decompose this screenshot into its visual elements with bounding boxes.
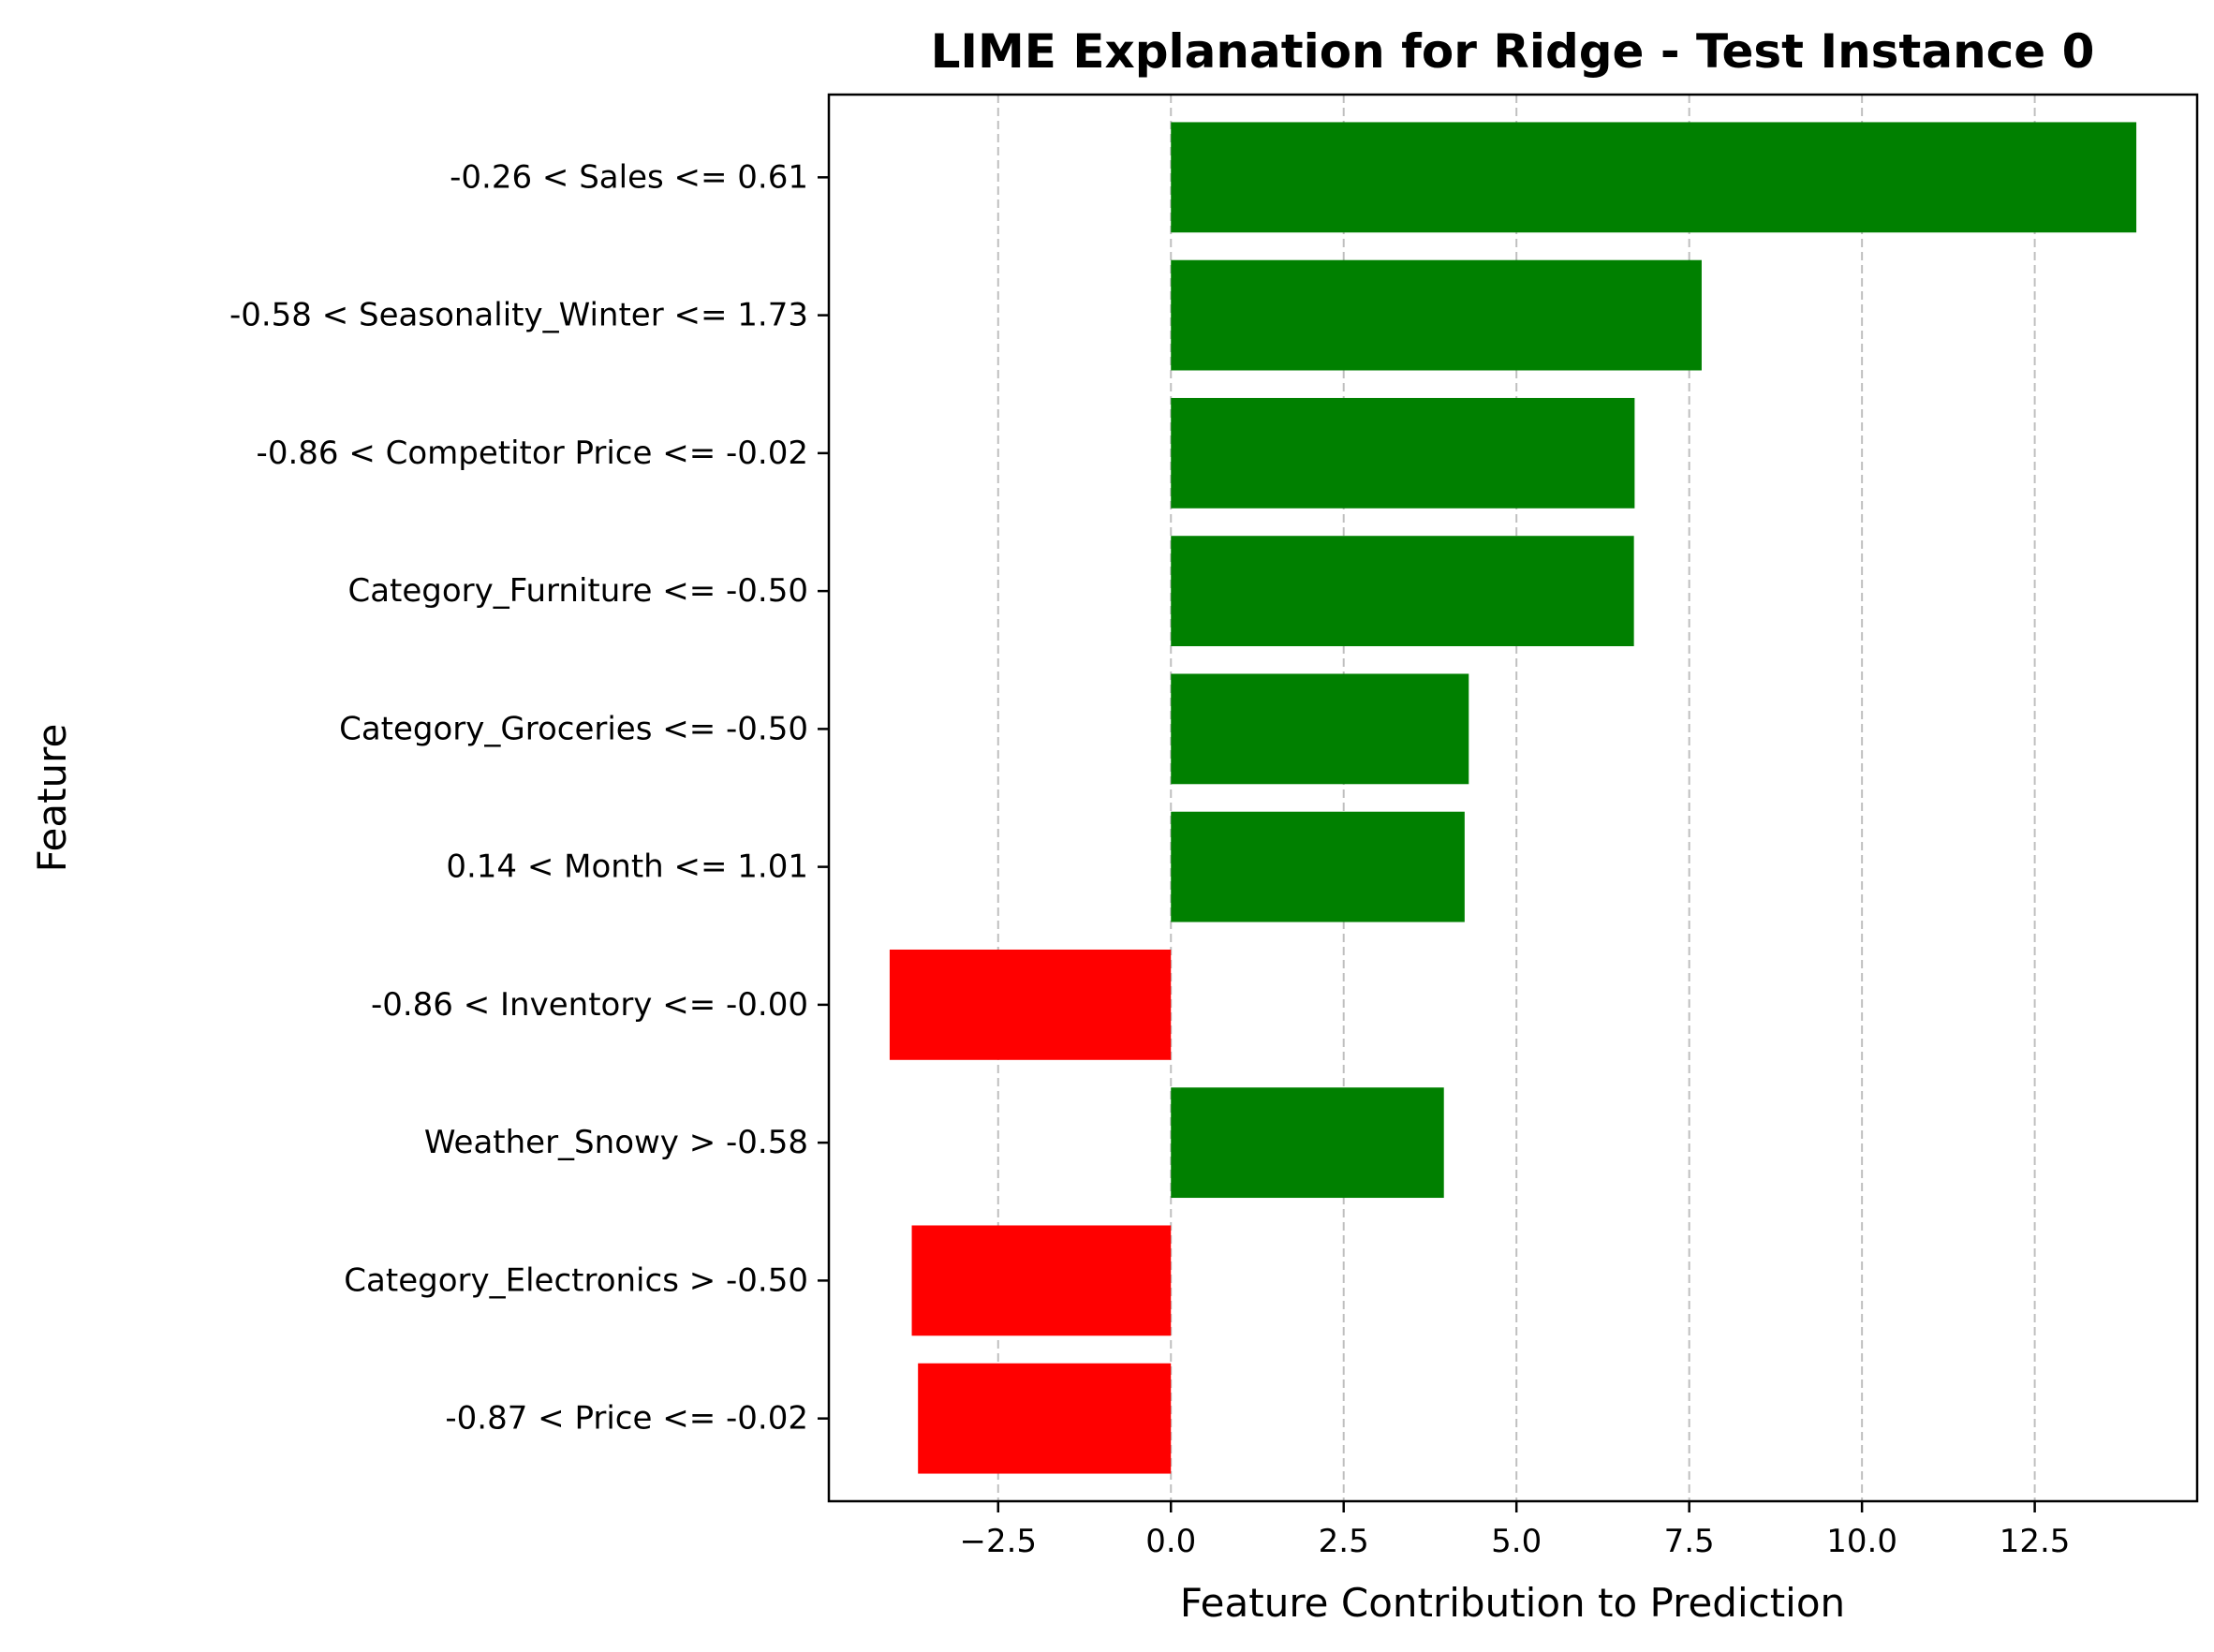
y-tick-label: -0.87 < Price <= -0.02 xyxy=(445,1400,808,1438)
y-tick-label: 0.14 < Month <= 1.01 xyxy=(446,848,808,886)
y-tick-label: Category_Groceries <= -0.50 xyxy=(339,710,808,747)
y-tick-label: -0.58 < Seasonality_Winter <= 1.73 xyxy=(229,297,808,334)
bar-negative xyxy=(918,1363,1172,1474)
y-axis-ticks: -0.26 < Sales <= 0.61 -0.58 < Seasonality… xyxy=(229,158,829,1438)
y-axis-label: Feature xyxy=(29,724,75,873)
bar-positive xyxy=(1171,259,1702,371)
x-tick-label: 5.0 xyxy=(1491,1523,1542,1560)
x-tick-label: 10.0 xyxy=(1826,1523,1897,1560)
x-tick-label: −2.5 xyxy=(959,1523,1037,1560)
x-axis-label: Feature Contribution to Prediction xyxy=(1180,1580,1845,1626)
x-tick-label: 12.5 xyxy=(2000,1523,2071,1560)
bar-negative xyxy=(911,1225,1172,1336)
y-tick-label: Category_Furniture <= -0.50 xyxy=(347,572,808,610)
x-tick-label: 2.5 xyxy=(1319,1523,1369,1560)
y-tick-label: Weather_Snowy > -0.58 xyxy=(424,1124,808,1161)
plot-area-frame xyxy=(827,93,2199,1503)
x-axis-ticks: −2.5 0.0 2.5 5.0 7.5 10.0 12.5 xyxy=(959,1501,2070,1560)
x-tick-label: 0.0 xyxy=(1145,1523,1196,1560)
bar-positive xyxy=(1171,1087,1444,1199)
bars xyxy=(889,122,2137,1474)
chart-title: LIME Explanation for Ridge - Test Instan… xyxy=(931,24,2095,79)
bar-positive xyxy=(1171,536,1634,647)
bar-positive xyxy=(1171,673,1469,785)
bar-positive xyxy=(1171,811,1465,922)
bar-positive xyxy=(1171,397,1635,509)
x-tick-label: 7.5 xyxy=(1664,1523,1715,1560)
y-tick-label: Category_Electronics > -0.50 xyxy=(344,1261,808,1299)
y-tick-label: -0.86 < Inventory <= -0.00 xyxy=(371,986,808,1024)
y-tick-label: -0.26 < Sales <= 0.61 xyxy=(450,158,808,196)
bar-positive xyxy=(1171,122,2137,233)
y-tick-label: -0.86 < Competitor Price <= -0.02 xyxy=(257,435,808,472)
bar-negative xyxy=(889,949,1172,1060)
